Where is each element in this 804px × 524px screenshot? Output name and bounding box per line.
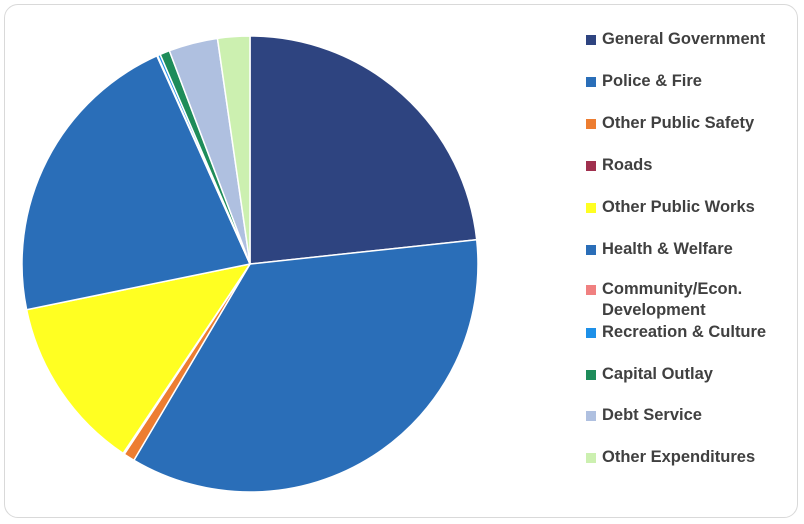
legend-label: Recreation & Culture bbox=[602, 323, 767, 341]
legend-label: General Government bbox=[602, 30, 766, 48]
legend-swatch bbox=[586, 161, 596, 171]
legend-label: Other Public Safety bbox=[602, 114, 755, 132]
legend-label: Roads bbox=[602, 156, 653, 174]
legend-item-general-government: General Government bbox=[586, 29, 788, 50]
legend-swatch bbox=[586, 245, 596, 255]
legend-swatch bbox=[586, 453, 596, 463]
legend-swatch bbox=[586, 77, 596, 87]
legend-label: Other Public Works bbox=[602, 198, 755, 216]
legend-label: Police & Fire bbox=[602, 72, 702, 90]
pie-slice-police-fire bbox=[132, 238, 479, 493]
pie-slice-other-expenditures bbox=[216, 35, 251, 265]
legend-label: Capital Outlay bbox=[602, 365, 713, 383]
legend-item-capital-outlay: Capital Outlay bbox=[586, 364, 788, 385]
legend-swatch bbox=[586, 119, 596, 129]
pie-slice-health-welfare bbox=[21, 54, 252, 311]
legend-item-community-econ-development: Community/Econ. Development bbox=[586, 279, 788, 321]
legend-swatch bbox=[586, 203, 596, 213]
legend-item-other-public-works: Other Public Works bbox=[586, 197, 788, 218]
legend-swatch bbox=[586, 328, 596, 338]
legend-label: Community/Econ. Development bbox=[602, 280, 743, 319]
legend-swatch bbox=[586, 285, 596, 295]
legend-item-debt-service: Debt Service bbox=[586, 405, 788, 426]
legend-item-roads: Roads bbox=[586, 155, 788, 176]
legend-swatch bbox=[586, 370, 596, 380]
legend-item-police-fire: Police & Fire bbox=[586, 71, 788, 92]
legend-swatch bbox=[586, 411, 596, 421]
pie-slice-other-public-works bbox=[25, 262, 252, 455]
pie-slice-general-government bbox=[249, 35, 478, 265]
legend-label: Other Expenditures bbox=[602, 448, 756, 466]
legend-item-health-welfare: Health & Welfare bbox=[586, 239, 788, 260]
legend-item-other-expenditures: Other Expenditures bbox=[586, 447, 788, 468]
legend-label: Debt Service bbox=[602, 406, 702, 424]
legend-swatch bbox=[586, 35, 596, 45]
legend-label: Health & Welfare bbox=[602, 240, 733, 258]
legend-item-other-public-safety: Other Public Safety bbox=[586, 113, 788, 134]
legend-item-recreation-culture: Recreation & Culture bbox=[586, 322, 788, 343]
